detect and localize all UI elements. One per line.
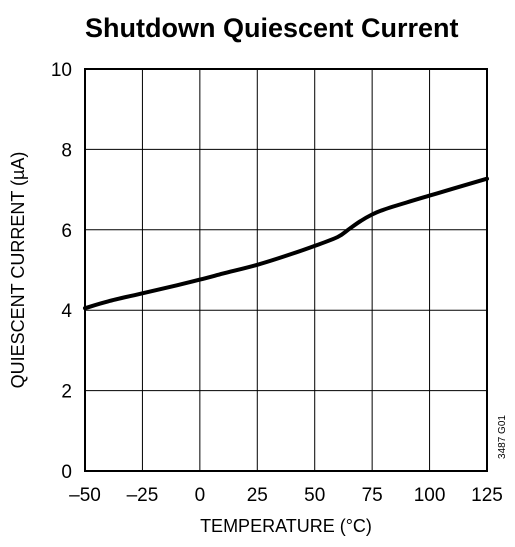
y-tick-label: 6 xyxy=(61,221,72,242)
y-tick-label: 2 xyxy=(61,382,72,403)
y-tick-label: 4 xyxy=(61,301,72,322)
x-tick-label: 75 xyxy=(362,485,383,506)
x-tick-label: 50 xyxy=(304,485,325,506)
x-axis-label: TEMPERATURE (°C) xyxy=(200,516,372,536)
x-tick-label: 125 xyxy=(471,485,503,506)
figure-code: 3487 G01 xyxy=(497,415,508,459)
x-tick-label: –25 xyxy=(127,485,159,506)
y-axis-label: QUIESCENT CURRENT (µA) xyxy=(8,152,28,389)
y-tick-label: 0 xyxy=(61,462,72,483)
grid xyxy=(85,69,487,471)
series-line xyxy=(83,176,489,311)
y-tick-labels: 0 2 4 6 8 10 xyxy=(51,60,73,483)
y-tick-label: 8 xyxy=(61,140,72,161)
chart-title: Shutdown Quiescent Current xyxy=(85,13,459,43)
x-tick-label: 0 xyxy=(195,485,206,506)
x-tick-label: –50 xyxy=(69,485,101,506)
x-tick-label: 100 xyxy=(414,485,446,506)
x-tick-labels: –50 –25 0 25 50 75 100 125 xyxy=(69,485,503,506)
y-tick-label: 10 xyxy=(51,60,72,81)
x-tick-label: 25 xyxy=(247,485,268,506)
plot-frame xyxy=(84,68,488,472)
